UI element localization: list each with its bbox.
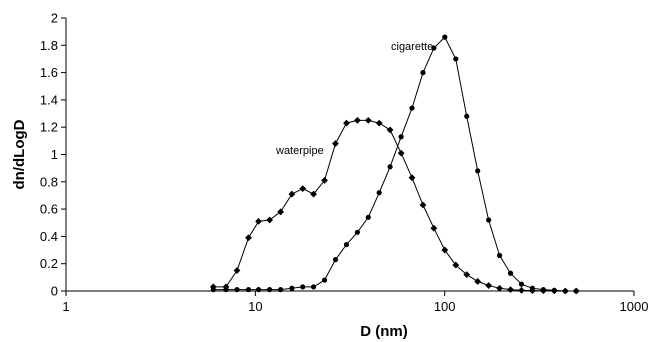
cigarette-point (354, 229, 360, 235)
cigarette-point (529, 285, 536, 291)
cigarette-point (245, 287, 252, 293)
cigarette-point (398, 134, 404, 140)
waterpipe-point (364, 116, 372, 124)
cigarette-point (376, 190, 382, 196)
cigarette-point (475, 168, 481, 174)
waterpipe-point (397, 149, 405, 157)
waterpipe-point (353, 116, 361, 124)
waterpipe-point (496, 284, 503, 292)
waterpipe-point (233, 267, 241, 274)
waterpipe-point (507, 286, 514, 294)
waterpipe-point (386, 126, 394, 134)
waterpipe-point (474, 278, 482, 285)
cigarette-point (234, 287, 240, 293)
cigarette-point (518, 281, 525, 287)
waterpipe-point (310, 190, 317, 198)
cigarette-point (343, 241, 350, 248)
cigarette-point (278, 287, 284, 293)
y-tick-label: 1 (51, 147, 58, 162)
cigarette-point (409, 105, 415, 111)
cigarette-point (573, 288, 579, 294)
cigarette-point (223, 287, 229, 293)
waterpipe-point (288, 190, 296, 198)
y-tick-label: 0.4 (40, 229, 58, 244)
waterpipe-point (463, 271, 471, 279)
waterpipe-point (245, 234, 252, 242)
waterpipe-line (213, 119, 577, 292)
cigarette-point (267, 287, 273, 293)
cigarette-point (300, 284, 306, 290)
cigarette-point (332, 257, 339, 263)
annotation-waterpipe: waterpipe (275, 145, 324, 157)
waterpipe-point (277, 208, 285, 216)
waterpipe-point (441, 246, 449, 254)
waterpipe-point (518, 286, 525, 294)
cigarette-line (213, 36, 577, 292)
cigarette-point (310, 284, 317, 290)
waterpipe-point (266, 216, 274, 224)
cigarette-point (562, 288, 568, 294)
y-tick-label: 0.6 (40, 202, 58, 217)
cigarette-point (486, 217, 492, 223)
cigarette-point (453, 56, 459, 62)
waterpipe-point (255, 217, 262, 225)
cigarette-point (289, 285, 295, 291)
y-tick-label: 1.8 (40, 38, 58, 53)
cigarette-point (551, 287, 557, 293)
waterpipe-point (299, 185, 307, 193)
x-axis-title: D (nm) (360, 323, 408, 340)
waterpipe-point (343, 119, 350, 127)
waterpipe-point (408, 174, 416, 182)
waterpipe-point (332, 140, 339, 147)
waterpipe-point (485, 282, 493, 289)
cigarette-point (387, 164, 393, 170)
cigarette-point (255, 287, 262, 293)
x-tick-label: 1 (62, 299, 69, 314)
x-tick-label: 1000 (620, 299, 649, 314)
cigarette-point (365, 214, 371, 220)
waterpipe-point (375, 119, 383, 127)
cigarette-point (496, 252, 503, 259)
y-tick-label: 1.2 (40, 120, 58, 135)
series-waterpipe (209, 116, 580, 295)
waterpipe-point (452, 261, 460, 269)
cigarette-point (442, 34, 448, 40)
tick-layer: 0 0.2 0.4 0.6 0.8 1 1.2 1.4 1.6 1.8 2 1 10 100 1000 (40, 11, 649, 315)
y-tick-label: 0.8 (40, 174, 58, 189)
cigarette-point (464, 113, 470, 119)
cigarette-point (540, 287, 546, 293)
axes (65, 18, 634, 292)
cigarette-point (321, 277, 328, 283)
series-layer (209, 34, 580, 295)
y-tick-label: 2 (51, 11, 58, 26)
y-tick-label: 1.6 (40, 65, 58, 80)
waterpipe-point (419, 201, 427, 209)
x-tick-label: 100 (434, 299, 456, 314)
y-tick-label: 0 (51, 284, 58, 299)
y-tick-label: 0.2 (40, 256, 58, 271)
series-cigarette (210, 34, 579, 294)
waterpipe-point (321, 177, 328, 184)
cigarette-point (507, 270, 514, 276)
cigarette-point (420, 70, 426, 76)
cigarette-point (210, 287, 216, 293)
x-tick-label: 10 (248, 299, 262, 314)
annotation-cigarette: cigarette (391, 41, 433, 53)
y-axis-title: dn/dLogD (11, 119, 28, 189)
waterpipe-point (430, 224, 438, 232)
cigarette-point (431, 45, 437, 51)
y-tick-label: 1.4 (40, 92, 58, 107)
